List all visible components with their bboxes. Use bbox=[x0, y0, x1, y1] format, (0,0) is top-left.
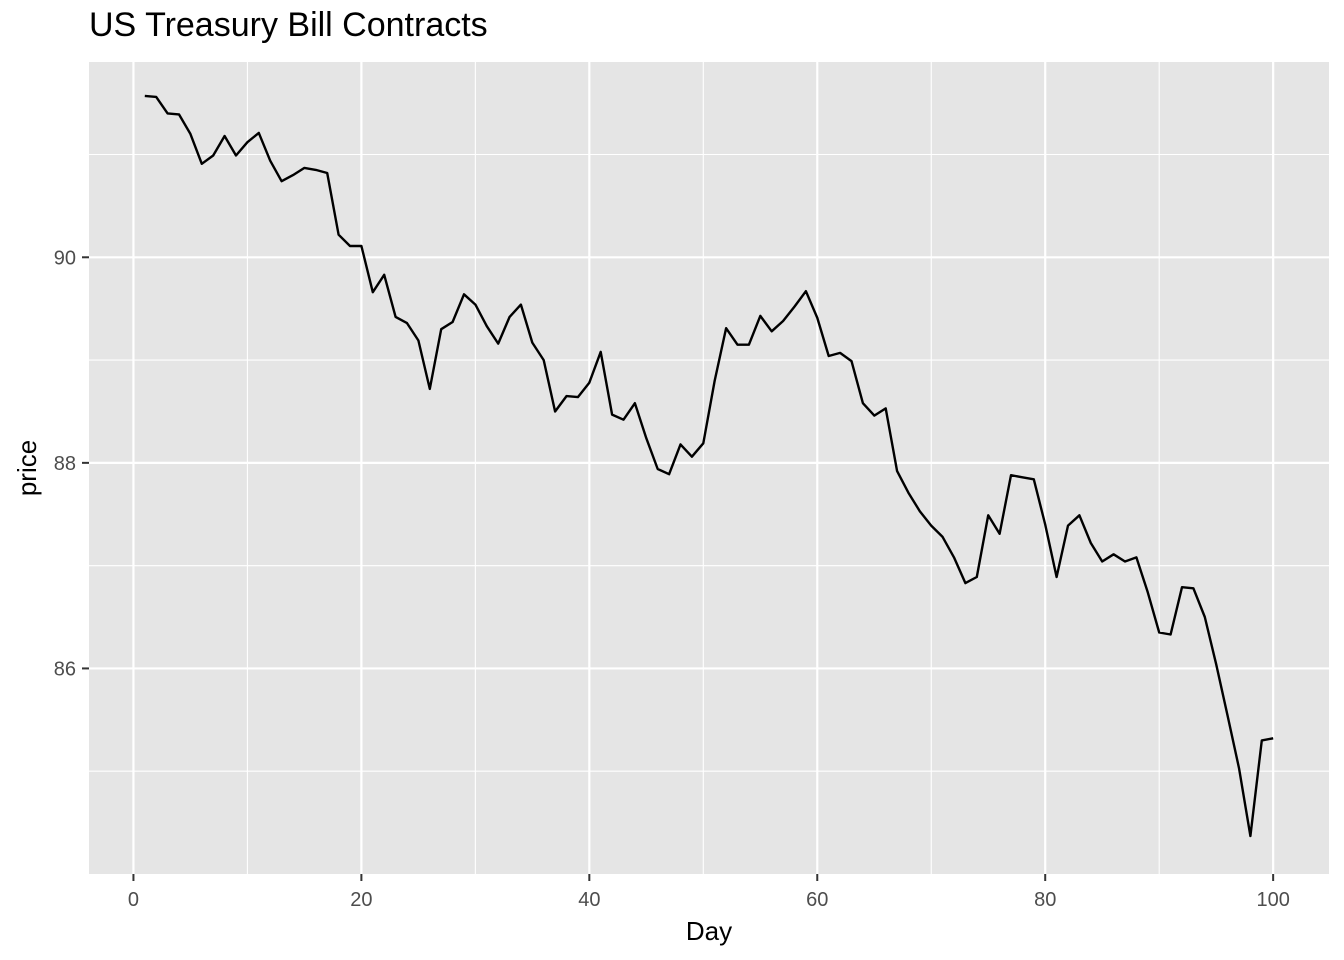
y-axis-tick-labels: 86 88 90 bbox=[54, 247, 76, 680]
series-line bbox=[144, 94, 1274, 838]
x-tick-label: 60 bbox=[806, 889, 828, 911]
x-axis-title: Day bbox=[686, 916, 732, 946]
axis-ticks bbox=[82, 256, 1275, 881]
y-tick-label: 90 bbox=[54, 247, 76, 269]
minor-gridlines bbox=[89, 62, 1329, 874]
x-tick-label: 100 bbox=[1256, 889, 1289, 911]
x-tick-label: 0 bbox=[128, 889, 139, 911]
major-gridlines bbox=[89, 62, 1329, 874]
chart-title: US Treasury Bill Contracts bbox=[89, 6, 488, 44]
x-tick-label: 20 bbox=[350, 889, 372, 911]
series-layer bbox=[144, 94, 1274, 838]
y-tick-label: 88 bbox=[54, 453, 76, 475]
plot-panel bbox=[89, 62, 1329, 874]
x-tick-label: 80 bbox=[1034, 889, 1056, 911]
x-tick-label: 40 bbox=[578, 889, 600, 911]
y-tick-label: 86 bbox=[54, 658, 76, 680]
y-axis-title: price bbox=[12, 440, 42, 496]
x-axis-tick-labels: 0 20 40 60 80 100 bbox=[128, 889, 1290, 911]
